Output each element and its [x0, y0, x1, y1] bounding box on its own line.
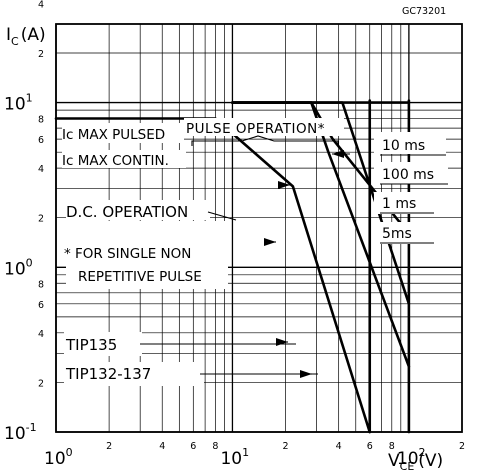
y-axis-title: IC (A): [6, 25, 46, 48]
footnote-line1: * FOR SINGLE NON: [64, 246, 191, 262]
y-tick-label: 2: [38, 214, 44, 225]
y-tick-label: 10-1: [4, 421, 37, 444]
x-axis-symbol: V: [388, 451, 400, 471]
y-axis-unit: (A): [21, 25, 46, 45]
y-tick-label: 2: [38, 49, 44, 60]
label-5ms: 5ms: [382, 226, 412, 242]
x-tick-label: 6: [190, 441, 196, 452]
pulse-op-box: [184, 118, 344, 136]
y-tick-label: 6: [38, 135, 44, 146]
label-tip132-137: TIP132-137: [65, 365, 151, 383]
y-tick-label: 4: [38, 164, 44, 175]
pulsed-label-box: [62, 123, 184, 143]
footnote-box: [66, 221, 228, 289]
label-10ms-box: [374, 132, 446, 154]
x-axis-unit: (V): [418, 451, 443, 471]
y-tick-label: 4: [38, 0, 44, 10]
footnote-line2: REPETITIVE PULSE: [78, 269, 202, 285]
x-tick-label: 2: [459, 441, 465, 452]
x-axis-title: VCE (V): [388, 451, 443, 472]
x-tick-label: 102: [397, 446, 426, 469]
x-tick-label: 100: [44, 446, 73, 469]
x-tick-label: 4: [336, 441, 342, 452]
tip135-label-box: [64, 332, 142, 356]
pulse-operation: PULSE OPERATION*: [186, 121, 325, 137]
x-axis-subscript: CE: [400, 460, 415, 472]
series-d-c-operation: [54, 117, 371, 434]
plot-frame: [55, 23, 463, 433]
dc-operation: D.C. OPERATION: [66, 203, 188, 221]
tip132-label-box: [64, 362, 204, 386]
dc-leader: [207, 211, 237, 221]
x-tick-label: 4: [159, 441, 165, 452]
y-tick-label: 2: [38, 378, 44, 389]
x-tick-label: 6: [367, 441, 373, 452]
label-100ms-box: [374, 162, 448, 184]
y-axis-subscript: C: [11, 35, 19, 48]
label-1ms: 1 ms: [382, 196, 416, 212]
ic-max-contin: Ic MAX CONTIN.: [62, 153, 169, 169]
y-tick-label: 6: [38, 300, 44, 311]
label-tip135: TIP135: [65, 336, 117, 354]
label-10ms: 10 ms: [382, 138, 425, 154]
dc-label-box: [66, 200, 210, 220]
x-tick-label: 8: [389, 441, 395, 452]
svg-text:VCE(V): VCE (V): [388, 451, 443, 472]
figure-id: GC73201: [402, 6, 446, 17]
pulse-operation-bracket: [191, 135, 339, 146]
y-tick-label: 8: [38, 279, 44, 290]
ic-max-pulsed: Ic MAX PULSED: [62, 127, 165, 143]
y-tick-label: 4: [38, 329, 44, 340]
label-5ms-box: [374, 222, 434, 244]
label-100ms: 100 ms: [382, 167, 434, 183]
y-axis-symbol: I: [6, 25, 11, 45]
x-tick-label: 101: [220, 446, 249, 469]
y-tick-label: 101: [4, 92, 33, 115]
y-tick-label: 100: [4, 256, 33, 279]
x-tick-label: 8: [212, 441, 218, 452]
y-tick-label: 8: [38, 115, 44, 126]
x-tick-label: 2: [283, 441, 289, 452]
annotations: Ic MAX PULSED Ic MAX CONTIN. PULSE OPERATI…: [62, 118, 448, 386]
label-1ms-box: [374, 192, 434, 214]
contin-label-box: [62, 150, 186, 168]
x-tick-label: 2: [106, 441, 112, 452]
svg-text:IC(A): IC (A): [6, 25, 46, 48]
